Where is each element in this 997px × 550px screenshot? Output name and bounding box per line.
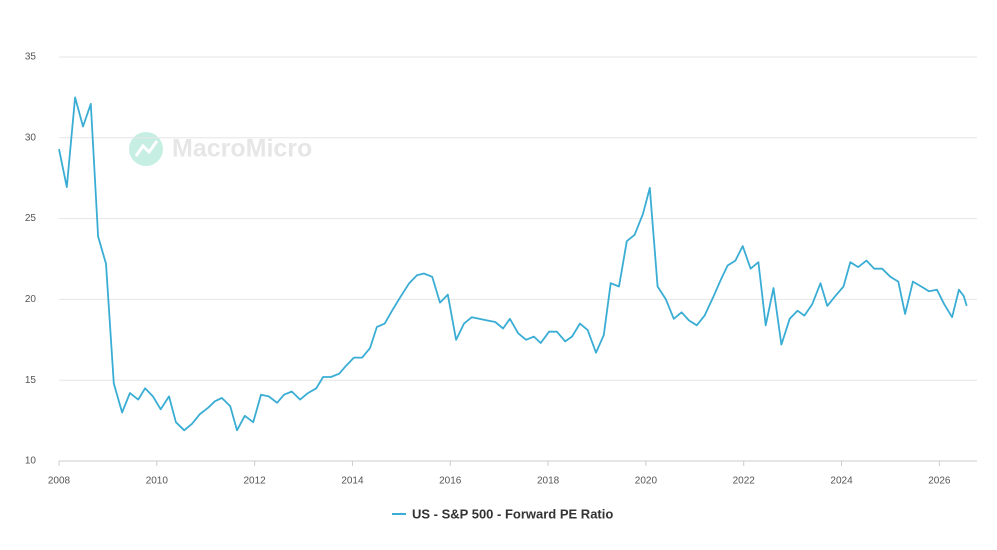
x-tick-label: 2024 [830, 476, 853, 487]
legend: US - S&P 500 - Forward PE Ratio [392, 506, 613, 521]
x-tick-label: 2018 [537, 476, 560, 487]
y-tick-label: 30 [25, 132, 37, 143]
watermark-text: MacroMicro [172, 135, 312, 163]
y-tick-label: 25 [25, 213, 37, 224]
series-line [58, 96, 968, 432]
y-tick-label: 15 [25, 375, 37, 386]
watermark: MacroMicro [129, 132, 312, 166]
x-tick-label: 2014 [341, 476, 364, 487]
x-tick-label: 2010 [146, 476, 169, 487]
y-tick-label: 35 [25, 52, 37, 63]
x-tick-label: 2020 [635, 476, 658, 487]
x-tick-label: 2022 [733, 476, 756, 487]
x-tick-label: 2008 [48, 476, 71, 487]
y-tick-label: 20 [25, 294, 37, 305]
x-tick-label: 2012 [244, 476, 267, 487]
y-tick-label: 10 [25, 456, 37, 467]
watermark-icon [129, 132, 163, 166]
x-tick-label: 2026 [928, 476, 951, 487]
x-tick-label: 2016 [439, 476, 462, 487]
legend-label: US - S&P 500 - Forward PE Ratio [412, 506, 613, 521]
watermark-icon-line [134, 140, 159, 157]
